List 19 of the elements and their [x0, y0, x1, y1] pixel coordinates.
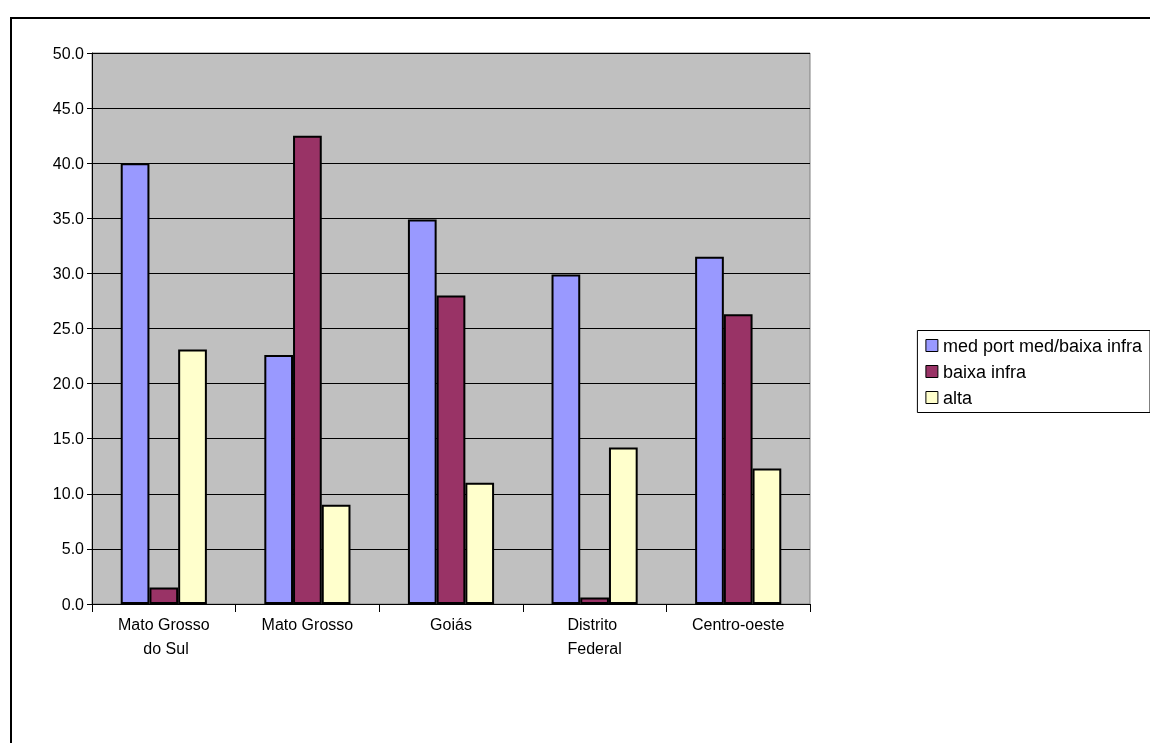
x-tick-label: Mato Grosso do Sul	[118, 615, 210, 657]
y-tick-label: 35.0	[52, 209, 85, 227]
y-tick-label: 10.0	[52, 485, 85, 503]
y-tick-label: 0.0	[61, 595, 85, 613]
y-tick-label: 45.0	[52, 99, 85, 117]
legend-label: alta	[942, 387, 973, 408]
x-tick-label: Goiás	[430, 615, 472, 633]
x-tick-label: Mato Grosso	[261, 615, 354, 633]
y-tick-label: 30.0	[52, 264, 85, 282]
y-tick-label: 40.0	[52, 154, 85, 172]
y-tick-label: 5.0	[61, 540, 85, 558]
x-tick-label: Centro-oeste	[691, 615, 785, 633]
x-tick-label: Distrito Federal	[567, 615, 622, 657]
y-tick-label: 25.0	[52, 320, 85, 337]
y-tick-label: 50.0	[52, 44, 85, 62]
legend-label: baixa infra	[942, 361, 1027, 382]
y-tick-label: 20.0	[52, 375, 85, 393]
legend-label: med port med/baixa infra	[942, 335, 1143, 356]
y-tick-label: 15.0	[52, 430, 85, 448]
